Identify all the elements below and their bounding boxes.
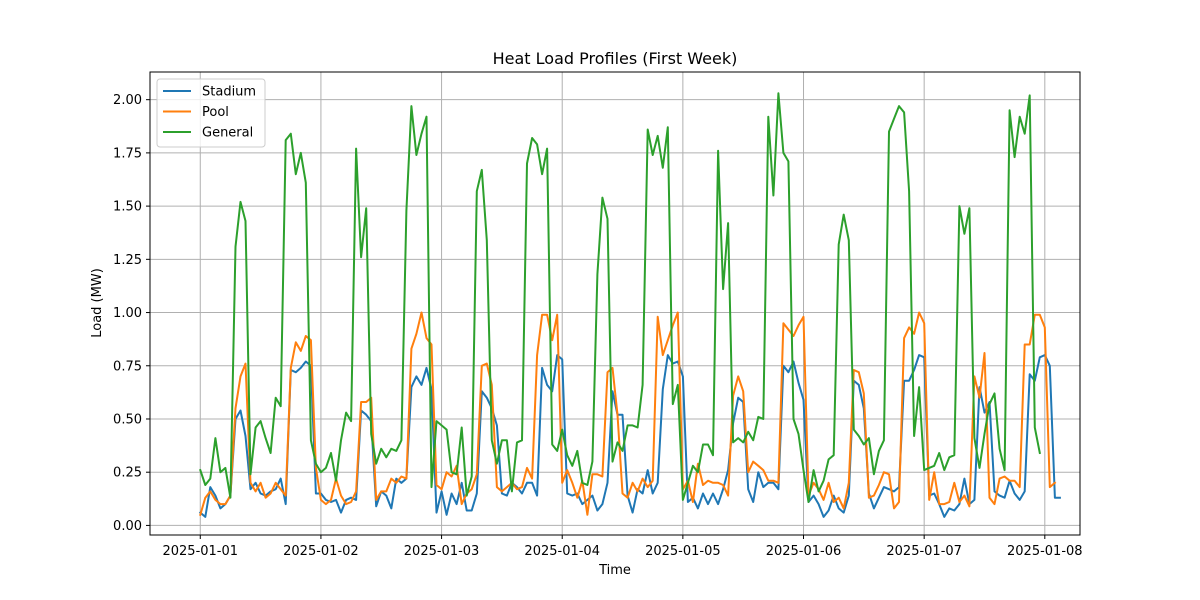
series-line-general	[199, 92, 1041, 503]
y-tick-label: 1.00	[113, 306, 142, 321]
y-axis-label: Load (MW)	[90, 268, 105, 338]
y-tick-label: 0.25	[113, 466, 142, 481]
y-tick-label: 2.00	[113, 93, 142, 108]
x-tick-label: 2025-01-07	[886, 544, 962, 559]
y-tick-label: 0.75	[113, 359, 142, 374]
x-tick-label: 2025-01-01	[162, 544, 238, 559]
legend-label-pool: Pool	[202, 105, 229, 120]
x-tick-label: 2025-01-06	[766, 544, 842, 559]
y-tick-label: 1.75	[113, 146, 142, 161]
x-tick-label: 2025-01-05	[645, 544, 721, 559]
legend-label-general: General	[202, 126, 253, 141]
y-axis: 0.00 0.25 0.50 0.75 1.00 1.25 1.50 1.75 2.00	[113, 93, 150, 534]
legend-label-stadium: Stadium	[202, 85, 256, 100]
x-axis: 2025-01-01 2025-01-02 2025-01-03 2025-01-04…	[162, 535, 1083, 559]
y-tick-label: 0.50	[113, 412, 142, 427]
plot-frame	[149, 71, 1081, 536]
series-layer	[198, 92, 1061, 518]
y-tick-label: 1.25	[113, 253, 142, 268]
x-tick-label: 2025-01-04	[524, 544, 600, 559]
series-line-stadium	[198, 354, 1061, 518]
x-tick-label: 2025-01-03	[404, 544, 480, 559]
legend: Stadium Pool General	[156, 78, 266, 148]
grid	[150, 72, 1080, 535]
x-tick-label: 2025-01-02	[283, 544, 359, 559]
chart-title: Heat Load Profiles (First Week)	[493, 49, 738, 68]
y-tick-label: 1.50	[113, 200, 142, 215]
legend-box	[156, 78, 266, 148]
x-tick-label: 2025-01-08	[1007, 544, 1083, 559]
y-tick-label: 0.00	[113, 519, 142, 534]
x-axis-label: Time	[598, 563, 631, 578]
